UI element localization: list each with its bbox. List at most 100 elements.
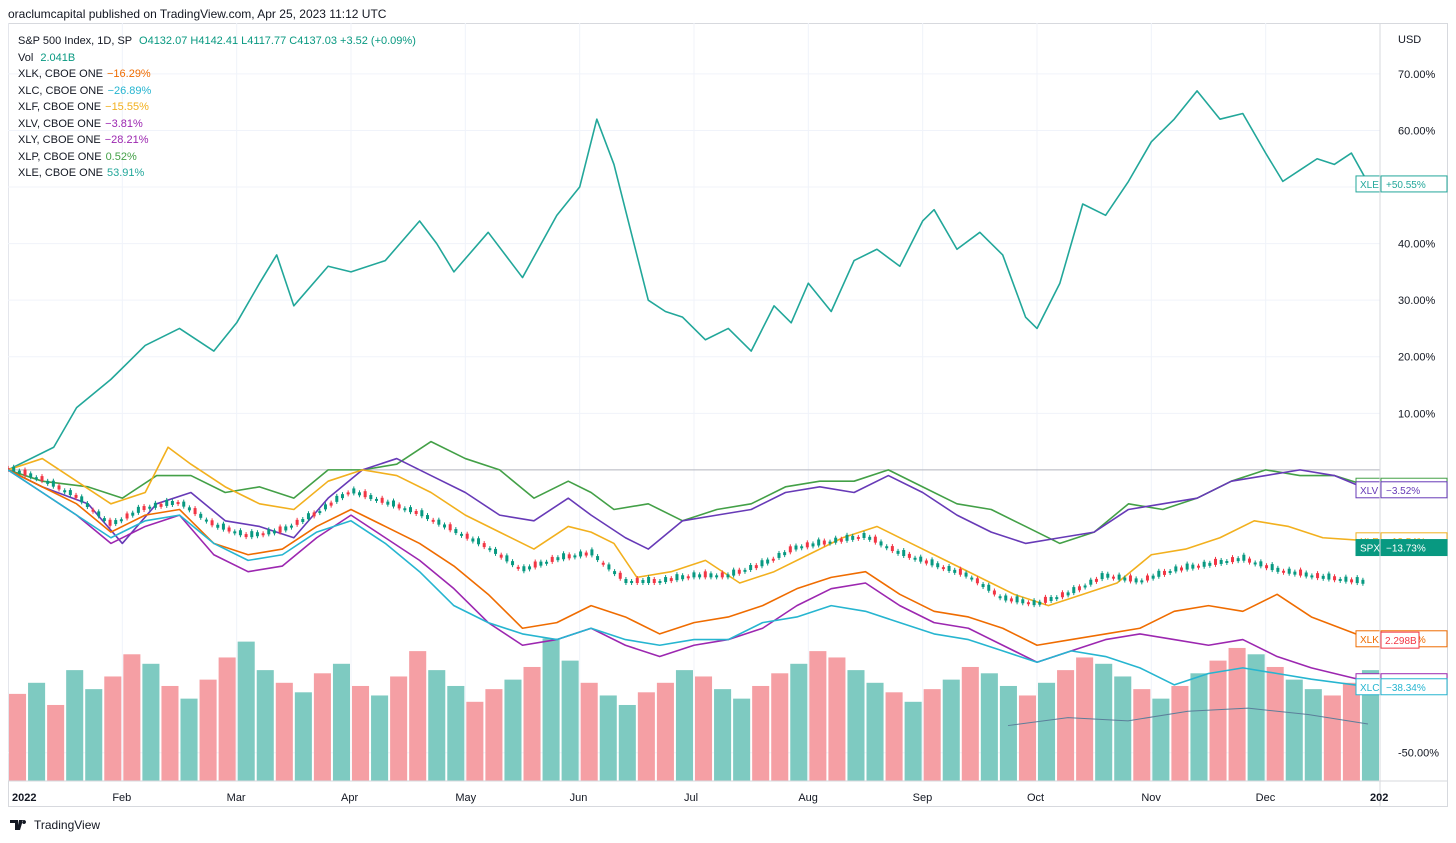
candle-body (539, 561, 543, 566)
candle-body (448, 524, 452, 531)
series-value-label-xle: +50.55% (1386, 180, 1426, 191)
volume-bar (656, 682, 674, 781)
volume-bar (371, 695, 389, 781)
volume-bar (866, 682, 884, 781)
legend-series-3[interactable]: XLV, CBOE ONE −3.81% (18, 116, 416, 133)
candle-body (556, 557, 560, 561)
candle-body (267, 529, 271, 535)
candle-body (1344, 576, 1348, 582)
volume-bar (1361, 670, 1379, 781)
legend-series-0[interactable]: XLK, CBOE ONE −16.29% (18, 66, 416, 83)
candle-body (590, 549, 594, 556)
series-value-label-spx: −13.73% (1386, 544, 1426, 555)
candle-body (511, 561, 515, 566)
candle-body (839, 538, 843, 542)
candle-body (1196, 565, 1200, 568)
candle-body (1066, 592, 1070, 596)
candle-body (947, 565, 951, 571)
candle-body (1134, 578, 1138, 583)
candle-body (1225, 561, 1229, 564)
candle-body (749, 564, 753, 570)
candle-body (1276, 567, 1280, 572)
chart-area[interactable]: 70.00%60.00%50.00%40.00%30.00%20.00%10.0… (8, 23, 1448, 807)
candle-body (868, 536, 872, 540)
candle-body (647, 577, 651, 584)
candle-body (522, 566, 526, 572)
candle-body (312, 512, 316, 517)
candle-body (1327, 573, 1331, 580)
y-tick-label: 20.00% (1398, 352, 1436, 364)
candle-body (443, 524, 447, 528)
legend-series-value: −26.89% (107, 84, 152, 97)
tradingview-brand[interactable]: TradingView (10, 818, 100, 832)
candle-body (1293, 571, 1297, 575)
volume-name: Vol (18, 51, 34, 64)
candle-body (193, 508, 197, 515)
candle-body (74, 494, 78, 498)
candle-body (199, 513, 203, 518)
series-tag-xlk: XLK (1360, 635, 1379, 646)
candle-body (545, 561, 549, 564)
candle-body (613, 571, 617, 575)
series-value-label-xlc: −38.34% (1386, 683, 1426, 694)
volume-bar (275, 682, 293, 781)
candle-body (754, 565, 758, 569)
volume-label-box (1380, 631, 1420, 649)
volume-bar (409, 651, 427, 781)
volume-bar (580, 682, 598, 781)
candle-body (295, 519, 299, 525)
candle-body (1259, 561, 1263, 567)
candle-body (1151, 575, 1155, 579)
candle-body (743, 569, 747, 572)
legend-series-name: XLE, CBOE ONE (18, 167, 103, 179)
candle-body (51, 480, 55, 487)
candle-body (845, 534, 849, 541)
volume-bar (1133, 689, 1151, 781)
candle-body (1361, 579, 1365, 584)
legend-series-2[interactable]: XLF, CBOE ONE −15.55% (18, 99, 416, 116)
volume-bar (1209, 660, 1227, 781)
candle-body (834, 537, 838, 543)
candle-body (584, 552, 588, 556)
candle-body (437, 519, 441, 525)
candle-body (284, 526, 288, 531)
volume-bar (1285, 679, 1303, 781)
brand-name: TradingView (34, 818, 101, 832)
candle-body (709, 573, 713, 578)
legend-series-6[interactable]: XLE, CBOE ONE 53.91% (18, 165, 416, 182)
price-label-spx (1380, 539, 1448, 557)
candle-body (562, 553, 566, 560)
legend-series-4[interactable]: XLY, CBOE ONE −28.21% (18, 132, 416, 149)
candle-body (698, 574, 702, 578)
candle-body (272, 530, 276, 534)
candle-body (97, 511, 101, 517)
legend-series-1[interactable]: XLC, CBOE ONE −26.89% (18, 83, 416, 100)
legend-main[interactable]: S&P 500 Index, 1D, SP O4132.07 H4142.41 … (18, 33, 416, 50)
candle-body (505, 555, 509, 562)
legend-series-5[interactable]: XLP, CBOE ONE 0.52% (18, 149, 416, 166)
volume-bar (923, 689, 941, 781)
candle-body (919, 556, 923, 562)
legend-volume[interactable]: Vol 2.041B (18, 50, 416, 67)
series-tag-spx: SPX (1360, 544, 1380, 555)
chart-legend: S&P 500 Index, 1D, SP O4132.07 H4142.41 … (18, 33, 416, 182)
x-tick-label: Sep (913, 792, 933, 804)
volume-bar (523, 666, 541, 781)
x-tick-label: Feb (112, 792, 131, 804)
candle-body (817, 539, 821, 546)
volume-bar (466, 701, 484, 781)
candle-body (692, 572, 696, 578)
candle-body (896, 550, 900, 554)
candle-body (131, 512, 135, 516)
candle-body (261, 533, 265, 536)
candle-body (1231, 557, 1235, 563)
volume-bar (1266, 666, 1284, 781)
candle-body (579, 551, 583, 557)
volume-bar (599, 695, 617, 781)
candle-body (403, 508, 407, 511)
candle-body (391, 500, 395, 507)
x-tick-label: Aug (798, 792, 818, 804)
candle-body (380, 497, 384, 503)
candle-body (607, 564, 611, 570)
series-line-xle (8, 90, 1370, 471)
